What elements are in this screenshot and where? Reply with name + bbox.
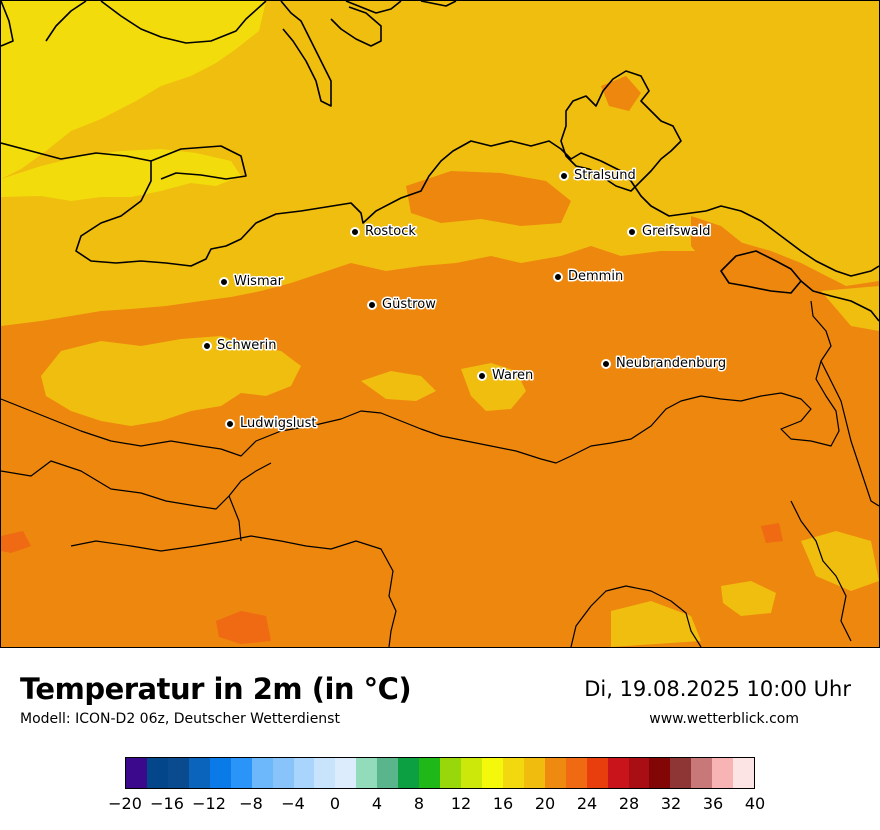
legend-swatch bbox=[607, 758, 629, 788]
legend-swatch bbox=[251, 758, 273, 788]
legend-swatch bbox=[398, 758, 420, 788]
temperature-patch-20-22-east bbox=[406, 171, 571, 226]
legend-swatch bbox=[649, 758, 671, 788]
city-dot bbox=[350, 227, 360, 237]
city-dot bbox=[477, 371, 487, 381]
temperature-patch-18-20-south bbox=[721, 581, 776, 616]
city-guestrow: Güstrow bbox=[367, 296, 438, 314]
city-label: Greifswald bbox=[642, 224, 711, 239]
temperature-patch-18-20-center bbox=[361, 371, 436, 401]
legend-swatch bbox=[146, 758, 168, 788]
city-label: Ludwigslust bbox=[240, 416, 317, 431]
temperature-patch-22-24-a bbox=[216, 611, 271, 644]
legend-swatch bbox=[733, 758, 755, 788]
website-link[interactable]: www.wetterblick.com bbox=[649, 711, 799, 727]
city-dot bbox=[202, 341, 212, 351]
weather-map: Stralsund Rostock Greifswald Wismar Demm… bbox=[0, 0, 880, 648]
legend-swatch bbox=[481, 758, 503, 788]
legend-tick-label: −12 bbox=[192, 794, 226, 813]
legend-swatch bbox=[712, 758, 734, 788]
city-waren: Waren bbox=[477, 367, 535, 385]
temperature-patch-22-24-b bbox=[1, 531, 31, 553]
coastlines bbox=[1, 1, 879, 322]
legend-tick-label: 36 bbox=[702, 794, 724, 813]
legend-swatch bbox=[670, 758, 692, 788]
city-label: Neubrandenburg bbox=[616, 356, 726, 371]
legend-tick-label: 8 bbox=[413, 794, 425, 813]
legend-tick-label: −20 bbox=[108, 794, 142, 813]
legend-swatch bbox=[335, 758, 357, 788]
legend-tick-label: 4 bbox=[371, 794, 383, 813]
city-demmin: Demmin bbox=[553, 268, 625, 286]
city-rostock: Rostock bbox=[350, 223, 418, 241]
legend-swatch bbox=[440, 758, 461, 788]
temperature-patch-20-22-rugen bbox=[601, 76, 641, 111]
legend-swatch bbox=[502, 758, 524, 788]
legend-tick-label: 24 bbox=[576, 794, 598, 813]
temperature-patch-22-24-c bbox=[761, 523, 783, 543]
legend-tick-label: −4 bbox=[281, 794, 305, 813]
legend-tick-label: 16 bbox=[492, 794, 514, 813]
city-label: Rostock bbox=[365, 224, 416, 239]
temperature-patch-18-20-schwerin bbox=[41, 336, 301, 426]
legend-tick-label: 0 bbox=[329, 794, 341, 813]
temperature-band-16-18 bbox=[1, 1, 266, 179]
legend-swatch bbox=[586, 758, 608, 788]
model-subtitle: Modell: ICON-D2 06z, Deutscher Wetterdie… bbox=[20, 711, 340, 727]
legend-tick-label: −8 bbox=[239, 794, 263, 813]
city-dot bbox=[553, 272, 563, 282]
legend-tick-label: 12 bbox=[450, 794, 472, 813]
legend-swatch bbox=[230, 758, 252, 788]
city-greifswald: Greifswald bbox=[627, 223, 712, 241]
legend-swatch bbox=[293, 758, 315, 788]
color-legend-ticks: −20 −16 −12 −8 −4 0 4 8 12 16 20 24 28 32 36 40 bbox=[108, 794, 765, 816]
legend-swatch bbox=[419, 758, 441, 788]
city-label: Schwerin bbox=[217, 338, 276, 353]
legend-swatch bbox=[461, 758, 482, 788]
city-dot bbox=[219, 277, 229, 287]
temperature-patch-18-20-se bbox=[801, 531, 879, 591]
city-label: Stralsund bbox=[574, 168, 636, 183]
temperature-band-16-18-coast bbox=[1, 149, 241, 201]
city-label: Waren bbox=[492, 368, 533, 383]
city-label: Güstrow bbox=[382, 297, 436, 312]
chart-title: Temperatur in 2m (in °C) bbox=[20, 672, 412, 706]
legend-swatch bbox=[628, 758, 650, 788]
legend-tick-label: 32 bbox=[660, 794, 682, 813]
legend-swatch bbox=[356, 758, 378, 788]
legend-swatch bbox=[188, 758, 210, 788]
legend-swatch bbox=[565, 758, 587, 788]
legend-swatch bbox=[272, 758, 294, 788]
legend-swatch bbox=[314, 758, 336, 788]
city-schwerin: Schwerin bbox=[202, 337, 278, 355]
legend-swatch bbox=[377, 758, 399, 788]
temperature-patch-18-20-sw bbox=[611, 601, 701, 647]
legend-swatch bbox=[523, 758, 545, 788]
state-borders bbox=[1, 300, 879, 647]
city-dot bbox=[367, 300, 377, 310]
city-stralsund: Stralsund bbox=[559, 167, 637, 185]
legend-tick-label: 20 bbox=[534, 794, 556, 813]
legend-tick-label: 28 bbox=[618, 794, 640, 813]
legend-swatch bbox=[544, 758, 566, 788]
temperature-patch-20-22-usedom bbox=[691, 216, 761, 281]
city-wismar: Wismar bbox=[219, 273, 285, 291]
color-legend-bar bbox=[125, 757, 755, 789]
city-dot bbox=[559, 171, 569, 181]
city-ludwigslust: Ludwigslust bbox=[225, 415, 318, 433]
city-dot bbox=[225, 419, 235, 429]
city-dot bbox=[601, 359, 611, 369]
legend-swatch bbox=[209, 758, 231, 788]
legend-tick-label: 40 bbox=[744, 794, 766, 813]
forecast-datetime: Di, 19.08.2025 10:00 Uhr bbox=[584, 677, 851, 701]
city-label: Demmin bbox=[568, 269, 623, 284]
city-neubrandenburg: Neubrandenburg bbox=[601, 355, 728, 373]
city-label: Wismar bbox=[234, 274, 284, 289]
legend-swatch bbox=[126, 758, 147, 788]
city-dot bbox=[627, 227, 637, 237]
legend-tick-label: −16 bbox=[150, 794, 184, 813]
legend-swatch bbox=[167, 758, 189, 788]
legend-swatch bbox=[691, 758, 713, 788]
